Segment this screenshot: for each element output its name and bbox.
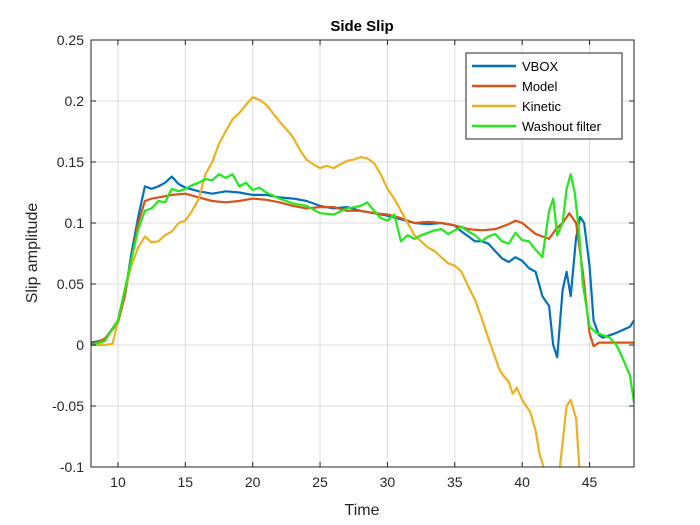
series-line-model xyxy=(91,192,634,348)
x-tick-label: 20 xyxy=(245,474,261,490)
y-tick-label: -0.05 xyxy=(52,398,84,414)
axes-frame xyxy=(90,39,635,468)
x-axis-label: Time xyxy=(345,502,380,519)
x-tick-label: 10 xyxy=(110,474,126,490)
x-tick-label: 35 xyxy=(447,474,463,490)
x-tick-label: 25 xyxy=(312,474,328,490)
y-tick-labels: -0.1 -0.05 0 0.05 0.1 0.15 0.2 0.25 xyxy=(52,32,84,475)
x-tick-label: 15 xyxy=(178,474,194,490)
y-axis-label: Slip amplitude xyxy=(24,203,41,304)
x-tick-labels: 10 15 20 25 30 35 40 45 xyxy=(110,474,597,490)
series-line-washout-filter xyxy=(91,173,634,404)
y-tick-label: 0 xyxy=(76,337,84,353)
series-line-kinetic xyxy=(91,96,581,467)
legend-label-vbox: VBOX xyxy=(522,59,558,74)
legend-label-washout-filter: Washout filter xyxy=(522,119,602,134)
tick-marks xyxy=(91,39,634,468)
y-tick-label: 0.25 xyxy=(57,32,84,48)
y-tick-label: 0.2 xyxy=(65,93,85,109)
chart-title: Side Slip xyxy=(330,18,393,35)
x-tick-label: 40 xyxy=(514,474,530,490)
series-line-vbox xyxy=(91,175,634,359)
legend: VBOX Model Kinetic Washout filter xyxy=(465,52,623,140)
y-tick-label: -0.1 xyxy=(60,459,84,475)
x-tick-label: 30 xyxy=(380,474,396,490)
x-tick-label: 45 xyxy=(582,474,598,490)
y-tick-label: 0.05 xyxy=(57,276,84,292)
legend-entries: VBOX Model Kinetic Washout filter xyxy=(472,59,602,134)
legend-label-model: Model xyxy=(522,79,558,94)
legend-box xyxy=(465,52,623,140)
series-layer xyxy=(91,96,634,467)
y-tick-label: 0.1 xyxy=(65,215,85,231)
y-tick-label: 0.15 xyxy=(57,154,84,170)
legend-label-kinetic: Kinetic xyxy=(522,99,562,114)
